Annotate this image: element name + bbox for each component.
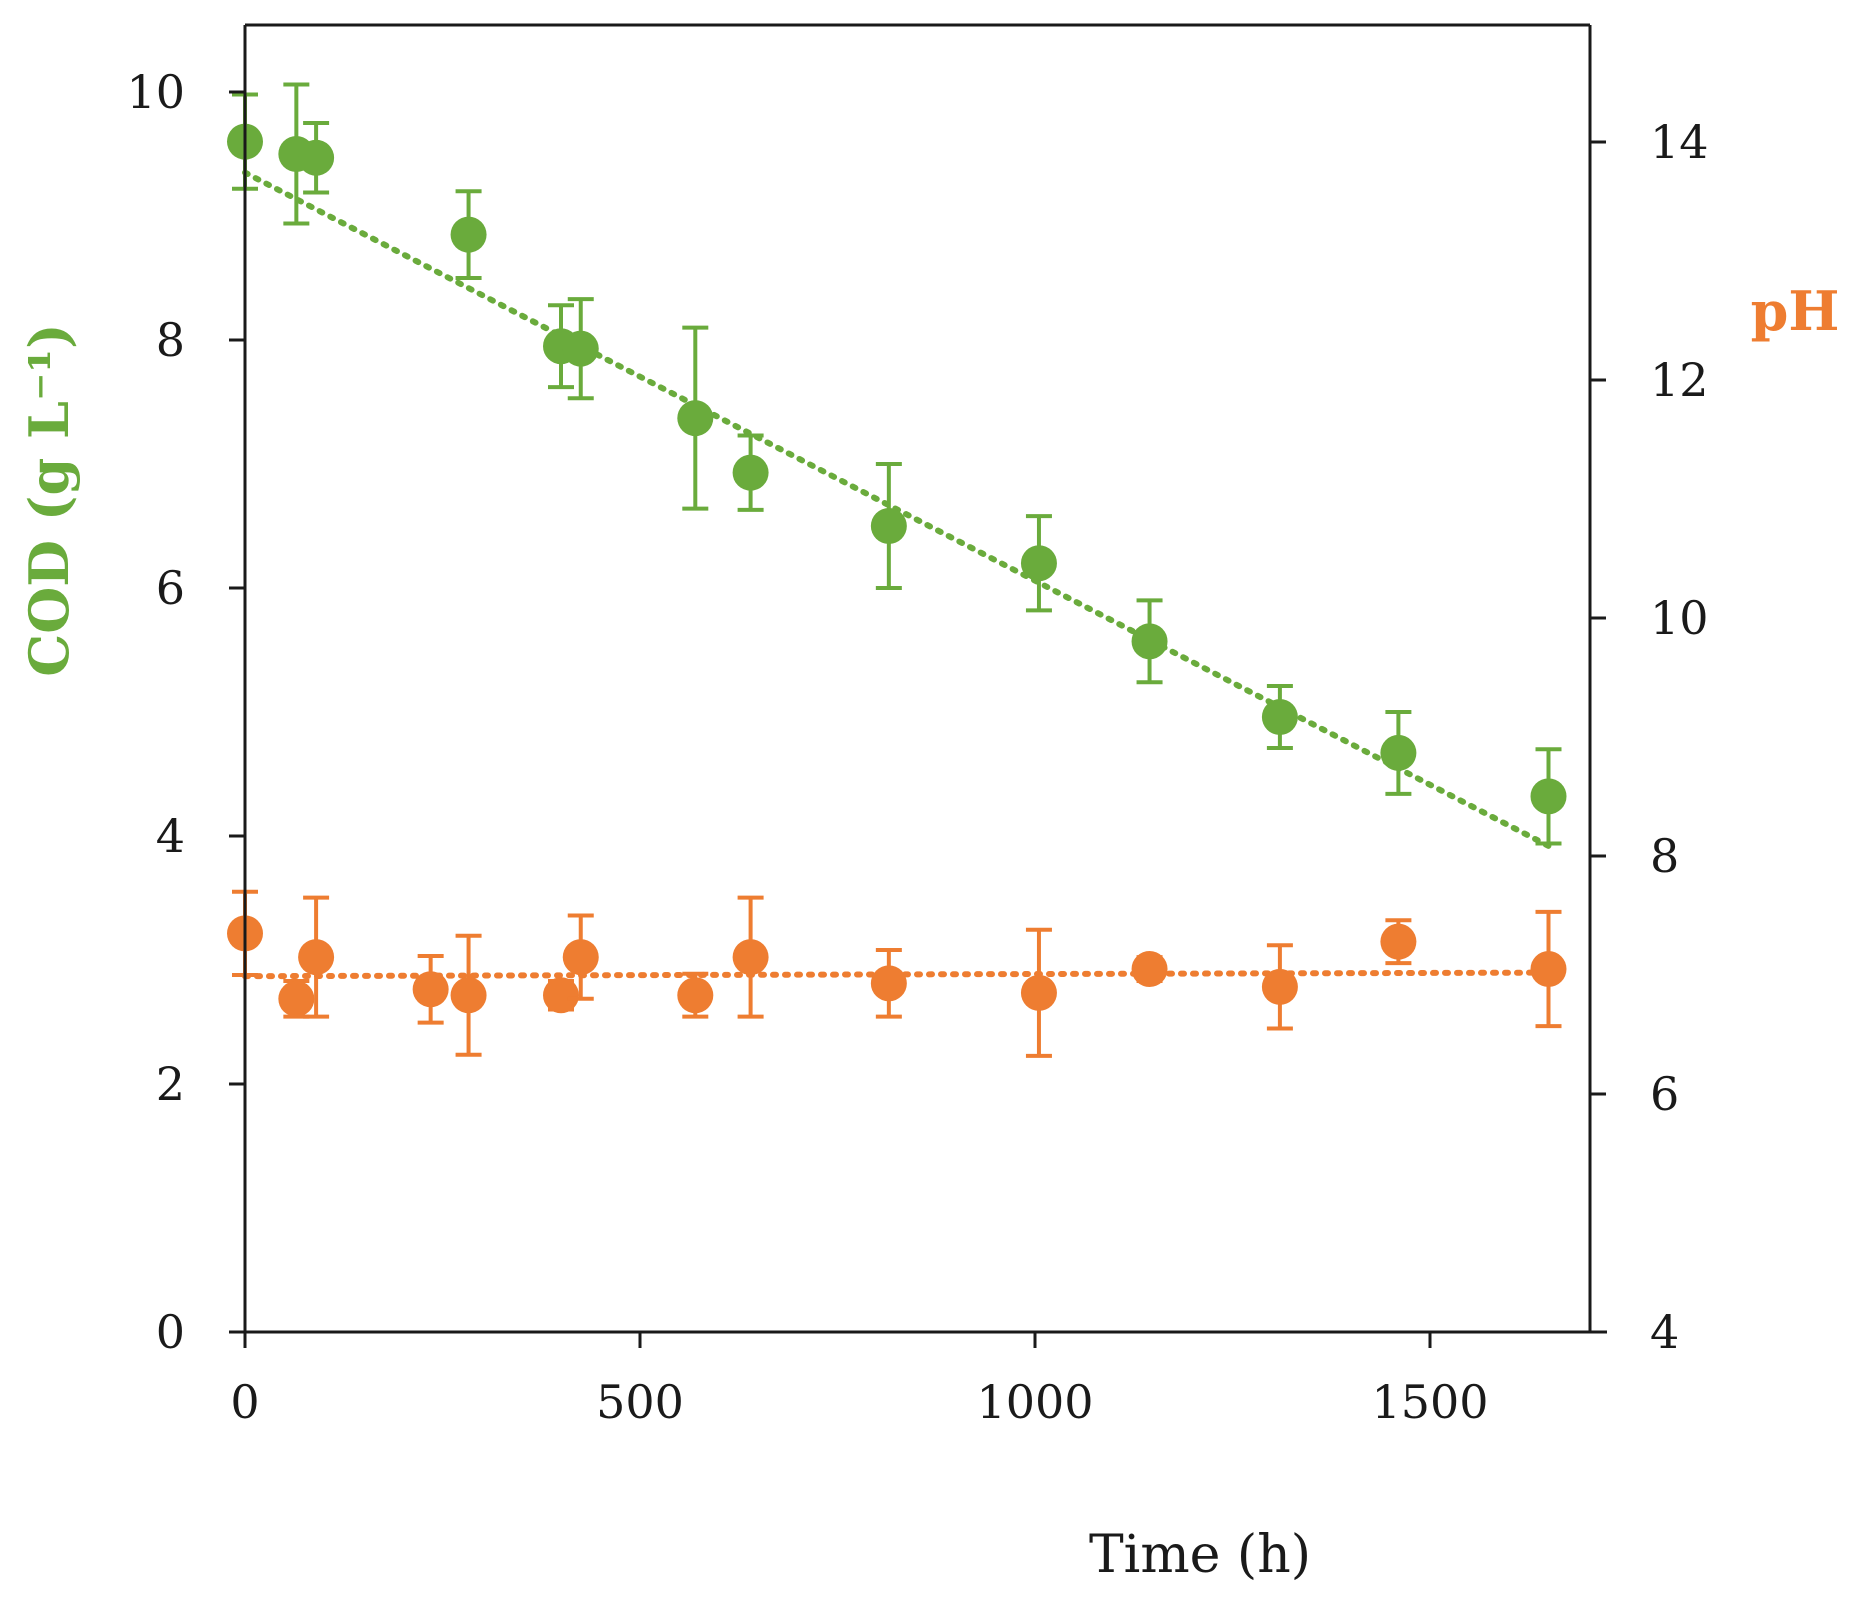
cod-marker (732, 454, 769, 491)
ph-marker (677, 977, 714, 1014)
axes (230, 23, 1607, 1334)
cod-data-point (1131, 598, 1168, 685)
right-y-tick-label: 10 (1650, 591, 1709, 645)
cod-marker (1020, 545, 1057, 582)
cod-data-point (298, 121, 335, 195)
x-tick-label: 0 (230, 1375, 259, 1429)
ph-marker (298, 939, 335, 976)
cod-marker (1261, 698, 1298, 735)
ph-data-point (412, 953, 449, 1025)
left-y-tick-label: 6 (156, 561, 185, 615)
ticks: 0 500 1000 1500 0 2 4 6 8 10 4 6 8 10 12 14 (126, 65, 1708, 1429)
left-y-axis-title: COD (g L⁻¹) (17, 323, 81, 676)
ph-data-point (1020, 927, 1057, 1058)
right-y-tick-label: 12 (1650, 353, 1709, 407)
ph-marker (1131, 951, 1168, 988)
left-y-tick-label: 4 (156, 809, 185, 863)
right-y-axis-title: pH (1751, 279, 1840, 343)
cod-marker (298, 139, 335, 176)
right-y-tick-label: 8 (1650, 829, 1679, 883)
ph-marker (870, 965, 907, 1002)
ph-data-point (1131, 951, 1168, 988)
left-y-tick-label: 10 (126, 65, 185, 119)
ph-marker (562, 939, 599, 976)
data-marks (227, 82, 1567, 1058)
x-tick-label: 1500 (1371, 1375, 1488, 1429)
left-y-tick-label: 8 (156, 313, 185, 367)
right-y-tick-label: 4 (1650, 1305, 1679, 1359)
right-y-tick-label: 14 (1650, 115, 1709, 169)
trendlines (242, 169, 1552, 980)
ph-marker (450, 977, 487, 1014)
ph-data-point (562, 913, 599, 1001)
x-tick-label: 500 (596, 1375, 684, 1429)
ph-data-point (543, 977, 579, 1014)
right-y-tick-label: 6 (1650, 1067, 1679, 1121)
ph-marker (1261, 968, 1298, 1005)
ph-data-point (1380, 918, 1417, 966)
cod-marker (870, 508, 907, 544)
ph-marker (1380, 923, 1417, 960)
cod-marker (677, 400, 714, 437)
cod-marker (1530, 778, 1567, 815)
cod-data-point (1020, 514, 1057, 613)
ph-data-point (677, 971, 714, 1019)
ph-data-point (1530, 909, 1567, 1029)
cod-data-point (870, 462, 907, 590)
cod-data-point (1530, 747, 1567, 846)
left-y-tick-label: 2 (156, 1057, 185, 1111)
ph-data-point (870, 948, 907, 1019)
ph-data-point (278, 978, 315, 1019)
x-tick-label: 1000 (976, 1375, 1093, 1429)
ph-data-point (732, 895, 769, 1019)
ph-marker (732, 939, 769, 976)
x-axis-title: Time (h) (1089, 1525, 1311, 1585)
cod-data-point (562, 297, 599, 401)
cod-marker (1380, 734, 1417, 771)
left-y-tick-label: 0 (156, 1305, 185, 1359)
ph-data-point (298, 895, 335, 1019)
ph-marker (1530, 951, 1567, 988)
cod-trendline (242, 169, 1552, 849)
cod-data-point (677, 325, 714, 511)
cod-data-point (732, 433, 769, 512)
cod-marker (562, 330, 599, 367)
ph-data-point (1261, 943, 1298, 1031)
ph-marker (412, 971, 449, 1008)
ph-data-point (450, 933, 487, 1057)
cod-data-point (1261, 683, 1298, 750)
ph-marker (278, 980, 315, 1017)
cod-data-point (450, 189, 487, 280)
ph-marker (1020, 974, 1057, 1011)
cod-data-point (1380, 710, 1417, 796)
cod-marker (450, 216, 487, 253)
cod-marker (1131, 623, 1168, 660)
ph-marker (543, 977, 579, 1014)
